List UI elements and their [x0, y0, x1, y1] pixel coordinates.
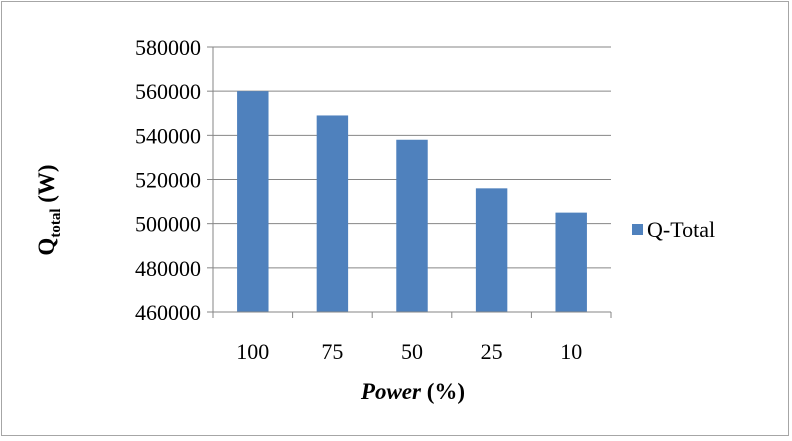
bar [316, 115, 349, 312]
y-tick-labels: 460000 480000 500000 520000 540000 560000 5800… [135, 35, 201, 325]
bar [396, 139, 428, 312]
legend-swatch [632, 224, 643, 235]
axes [212, 47, 612, 318]
y-tick-label: 480000 [135, 256, 201, 281]
y-tick-label: 580000 [135, 35, 201, 60]
y-tick-label: 540000 [135, 123, 201, 148]
x-tick-label: 75 [321, 339, 343, 364]
y-tick-label: 520000 [135, 168, 201, 193]
y-tick-label: 460000 [135, 300, 201, 325]
bar [237, 91, 269, 313]
legend: Q-Total [632, 217, 715, 242]
x-tick-label: 100 [236, 339, 269, 364]
x-tick-labels: 100 75 50 25 10 [236, 339, 582, 364]
y-tick-label: 500000 [135, 212, 201, 237]
x-axis-title: Power (%) [360, 379, 465, 404]
x-tick-label: 10 [560, 339, 582, 364]
y-axis-title: Qtotal (W) [34, 164, 64, 255]
bar [555, 212, 587, 312]
legend-label: Q-Total [647, 217, 715, 242]
x-tick-label: 50 [401, 339, 423, 364]
bar [475, 188, 508, 312]
bars [237, 91, 587, 313]
x-tick-label: 25 [481, 339, 503, 364]
y-tick-label: 560000 [135, 79, 201, 104]
